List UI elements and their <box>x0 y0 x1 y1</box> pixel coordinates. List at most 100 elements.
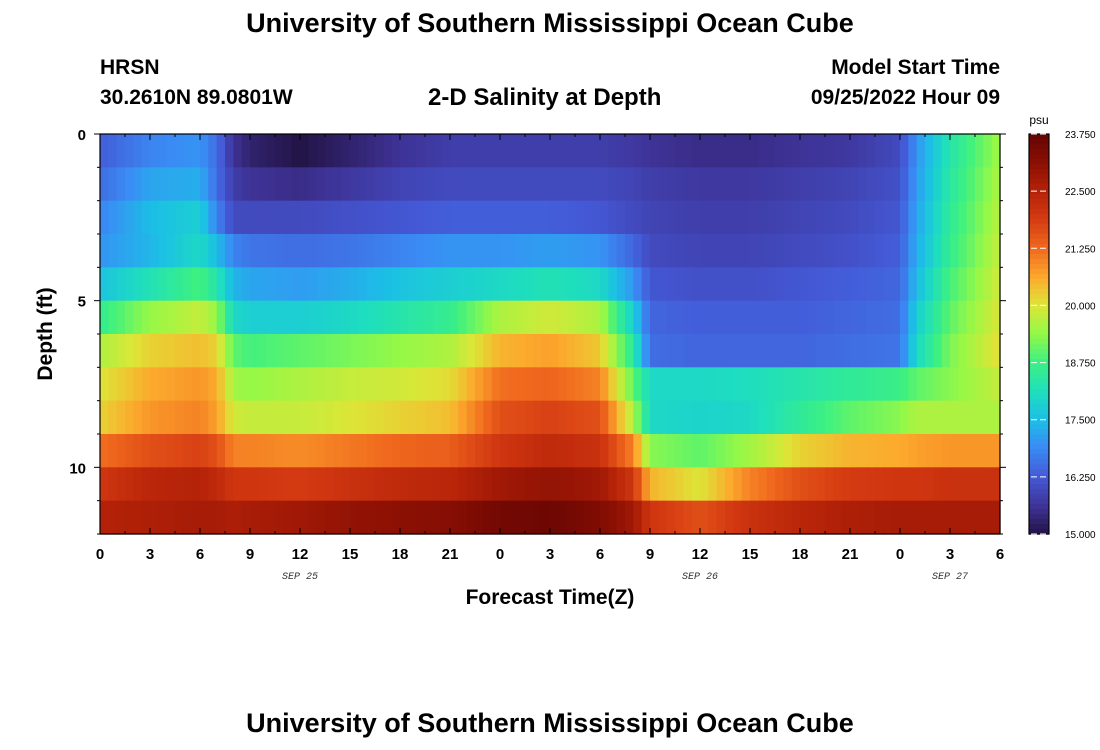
colorbar-segment <box>1029 329 1049 335</box>
heatmap-cell <box>916 467 926 502</box>
heatmap-cell <box>683 367 693 402</box>
heatmap-cell <box>750 200 759 235</box>
heatmap-cell <box>291 334 301 368</box>
heatmap-cell <box>825 200 834 235</box>
heatmap-cell <box>850 367 859 402</box>
heatmap-cell <box>483 167 493 202</box>
heatmap-cell <box>200 200 209 235</box>
heatmap-cell <box>358 234 368 268</box>
heatmap-cell <box>808 500 818 535</box>
heatmap-cell <box>158 134 168 168</box>
heatmap-cell <box>216 167 226 202</box>
x-tick-label: 3 <box>146 546 154 563</box>
x-axis-label: Forecast Time(Z) <box>466 586 635 609</box>
heatmap-cell <box>516 200 526 235</box>
heatmap-cell <box>325 167 334 202</box>
heatmap-cell <box>341 367 351 402</box>
heatmap-cell <box>658 134 668 168</box>
heatmap-cell <box>408 334 418 368</box>
heatmap-cell <box>591 200 601 235</box>
heatmap-cell <box>633 500 643 535</box>
heatmap-cell <box>308 367 318 402</box>
heatmap-cell <box>975 500 984 535</box>
heatmap-cell <box>825 167 834 202</box>
heatmap-cell <box>466 234 476 268</box>
heatmap-cell <box>175 367 184 402</box>
heatmap-cell <box>300 234 309 268</box>
heatmap-cell <box>283 134 293 168</box>
heatmap-cell <box>350 467 359 502</box>
heatmap-cell <box>108 434 118 468</box>
heatmap-cell <box>133 467 143 502</box>
heatmap-cell <box>883 500 893 535</box>
heatmap-cell <box>783 467 793 502</box>
heatmap-cell <box>491 334 501 368</box>
heatmap-cell <box>150 434 159 468</box>
heatmap-cell <box>525 300 534 335</box>
heatmap-cell <box>583 434 593 468</box>
heatmap-cell <box>175 434 184 468</box>
heatmap-cell <box>375 134 384 168</box>
heatmap-cell <box>891 467 901 502</box>
heatmap-cell <box>991 167 1001 202</box>
heatmap-cell <box>700 467 709 502</box>
heatmap-cell <box>166 367 176 402</box>
heatmap-cell <box>283 367 293 402</box>
heatmap-cell <box>575 500 584 535</box>
heatmap-cell <box>475 500 484 535</box>
heatmap-cell <box>583 234 593 268</box>
heatmap-cell <box>383 200 393 235</box>
heatmap-cell <box>916 400 926 435</box>
heatmap-cell <box>991 200 1001 235</box>
heatmap-cell <box>183 500 193 535</box>
heatmap-cell <box>833 434 843 468</box>
heatmap-cell <box>700 334 709 368</box>
heatmap-cell <box>758 167 768 202</box>
heatmap-cell <box>283 434 293 468</box>
x-tick-label: 21 <box>442 546 459 563</box>
colorbar-segment <box>1029 494 1049 500</box>
heatmap-cell <box>341 267 351 302</box>
heatmap-cell <box>933 234 943 268</box>
heatmap-cell <box>725 134 734 168</box>
heatmap-cell <box>875 400 884 435</box>
heatmap-cell <box>266 400 276 435</box>
heatmap-cell <box>625 434 634 468</box>
heatmap-cell <box>641 467 651 502</box>
heatmap-cell <box>625 134 634 168</box>
heatmap-cell <box>533 467 543 502</box>
heatmap-cell <box>191 434 201 468</box>
heatmap-cell <box>425 234 434 268</box>
heatmap-cell <box>941 200 951 235</box>
heatmap-cell <box>391 500 401 535</box>
heatmap-cell <box>100 467 109 502</box>
colorbar: 23.750 22.500 21.250 20.000 18.750 17.500 16.2… <box>1028 113 1096 541</box>
heatmap-cell <box>641 367 651 402</box>
heatmap-cell <box>583 300 593 335</box>
heatmap-cell <box>700 134 709 168</box>
heatmap-cell <box>100 334 109 368</box>
heatmap-cell <box>375 400 384 435</box>
heatmap-cell <box>108 267 118 302</box>
heatmap-cell <box>183 434 193 468</box>
heatmap-cell <box>333 167 343 202</box>
heatmap-cell <box>166 267 176 302</box>
heatmap-cell <box>550 200 559 235</box>
heatmap-cell <box>233 167 243 202</box>
heatmap-cell <box>341 167 351 202</box>
heatmap-cell <box>458 300 468 335</box>
heatmap-cell <box>400 334 409 368</box>
heatmap-cell <box>316 434 326 468</box>
heatmap-cell <box>858 367 868 402</box>
heatmap-cell <box>866 467 876 502</box>
heatmap-cell <box>908 400 918 435</box>
heatmap-cell <box>291 434 301 468</box>
heatmap-cell <box>141 367 151 402</box>
heatmap-cell <box>841 167 851 202</box>
heatmap-cell <box>191 234 201 268</box>
heatmap-cell <box>191 500 201 535</box>
heatmap-cell <box>966 334 976 368</box>
heatmap-cell <box>925 300 934 335</box>
heatmap-cell <box>741 300 751 335</box>
heatmap-cell <box>708 367 718 402</box>
